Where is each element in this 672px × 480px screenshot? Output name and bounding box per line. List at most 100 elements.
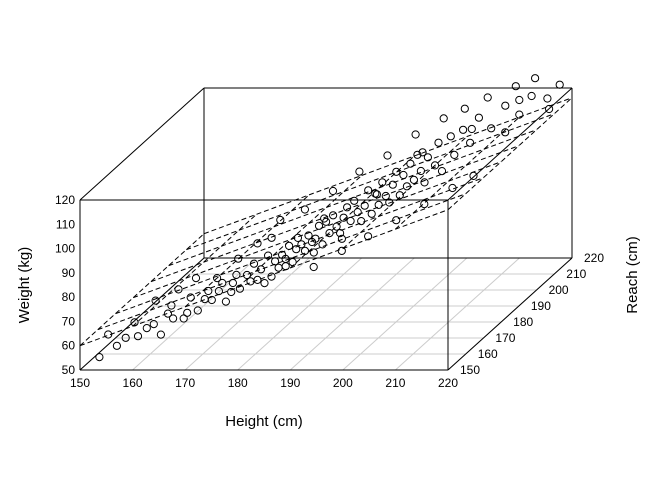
x-tick-label: 180 xyxy=(228,376,248,390)
data-point xyxy=(395,191,404,200)
data-point xyxy=(167,301,176,310)
data-point xyxy=(227,287,236,297)
x-tick-label: 220 xyxy=(438,376,458,390)
data-point xyxy=(378,178,387,187)
data-point xyxy=(121,333,130,342)
data-point xyxy=(304,231,313,240)
data-point xyxy=(402,182,411,191)
data-point xyxy=(292,245,301,254)
data-point xyxy=(332,222,341,231)
data-point xyxy=(450,150,459,159)
data-point xyxy=(374,200,383,209)
plane-line-y xyxy=(97,193,466,331)
data-point xyxy=(355,167,364,176)
data-point xyxy=(130,318,139,327)
data-point xyxy=(183,308,192,317)
data-point xyxy=(350,196,359,205)
data-point xyxy=(392,167,401,176)
data-point xyxy=(474,113,483,122)
data-point xyxy=(214,287,223,296)
data-point xyxy=(483,93,492,102)
data-point xyxy=(242,270,252,280)
data-point xyxy=(459,125,468,134)
data-point xyxy=(186,293,195,302)
data-point xyxy=(416,166,425,176)
data-point xyxy=(437,167,447,176)
grid-line-x xyxy=(395,257,520,371)
data-point xyxy=(555,80,564,89)
data-point xyxy=(325,229,334,238)
data-point xyxy=(329,211,338,220)
data-point xyxy=(163,309,172,318)
data-point xyxy=(543,94,552,103)
plane-line-y xyxy=(150,145,520,283)
data-point xyxy=(142,324,151,333)
data-point xyxy=(501,101,510,110)
data-point xyxy=(487,124,496,133)
grid-line-x xyxy=(132,257,257,371)
y-tick-label: 170 xyxy=(495,331,515,345)
data-point xyxy=(418,148,427,157)
data-point xyxy=(385,198,394,207)
x-tick-label: 170 xyxy=(175,376,195,390)
data-point xyxy=(423,153,432,162)
data-point xyxy=(288,258,297,267)
plane-line-x xyxy=(79,233,205,347)
z-tick-label: 50 xyxy=(62,363,76,377)
data-point xyxy=(527,91,536,101)
data-point xyxy=(466,138,475,147)
data-point xyxy=(235,284,244,293)
data-point xyxy=(515,95,524,105)
floor-grid xyxy=(79,257,573,371)
data-point xyxy=(276,215,285,225)
data-point xyxy=(309,248,318,257)
data-point xyxy=(501,128,510,137)
data-point xyxy=(314,221,324,230)
data-point xyxy=(372,190,381,199)
data-point xyxy=(413,150,422,159)
data-point xyxy=(360,201,369,210)
z-tick-label: 90 xyxy=(62,266,76,280)
data-point xyxy=(112,341,122,350)
data-point xyxy=(311,234,320,243)
y-tick-label: 150 xyxy=(460,363,480,377)
plane-line-y xyxy=(186,113,555,251)
y-tick-label: 200 xyxy=(549,283,569,297)
data-point xyxy=(388,180,397,189)
box-edge xyxy=(79,87,205,201)
data-point xyxy=(174,285,183,294)
data-point xyxy=(467,124,476,134)
box-edge xyxy=(447,87,573,201)
plane-line-y xyxy=(115,177,484,315)
plane-line-x xyxy=(237,175,363,288)
data-point xyxy=(253,275,262,284)
data-point xyxy=(411,130,420,139)
tick-labels: 150 160 170 180 190 200 210 2201501601701801902… xyxy=(55,193,604,390)
z-tick-label: 80 xyxy=(62,290,76,304)
data-point xyxy=(531,74,540,83)
data-point xyxy=(318,240,327,249)
data-point xyxy=(213,274,222,283)
data-point xyxy=(337,234,346,243)
x-tick-label: 190 xyxy=(280,376,300,390)
data-point xyxy=(253,239,262,248)
data-point xyxy=(446,132,455,141)
data-point xyxy=(281,262,290,271)
data-point xyxy=(336,229,345,238)
x-tick-label: 200 xyxy=(333,376,353,390)
data-point xyxy=(337,246,346,255)
data-point xyxy=(381,191,390,201)
data-point xyxy=(511,82,520,91)
x-tick-label: 150 xyxy=(70,376,90,390)
x-axis-title: Height (cm) xyxy=(225,413,303,430)
data-point xyxy=(256,265,266,274)
data-point xyxy=(430,161,440,170)
data-point xyxy=(264,251,273,260)
data-point xyxy=(448,183,457,193)
box-edge xyxy=(447,257,573,371)
plane-line-y xyxy=(203,97,573,235)
data-point xyxy=(228,278,237,288)
data-point xyxy=(460,104,469,113)
data-points xyxy=(95,74,564,362)
